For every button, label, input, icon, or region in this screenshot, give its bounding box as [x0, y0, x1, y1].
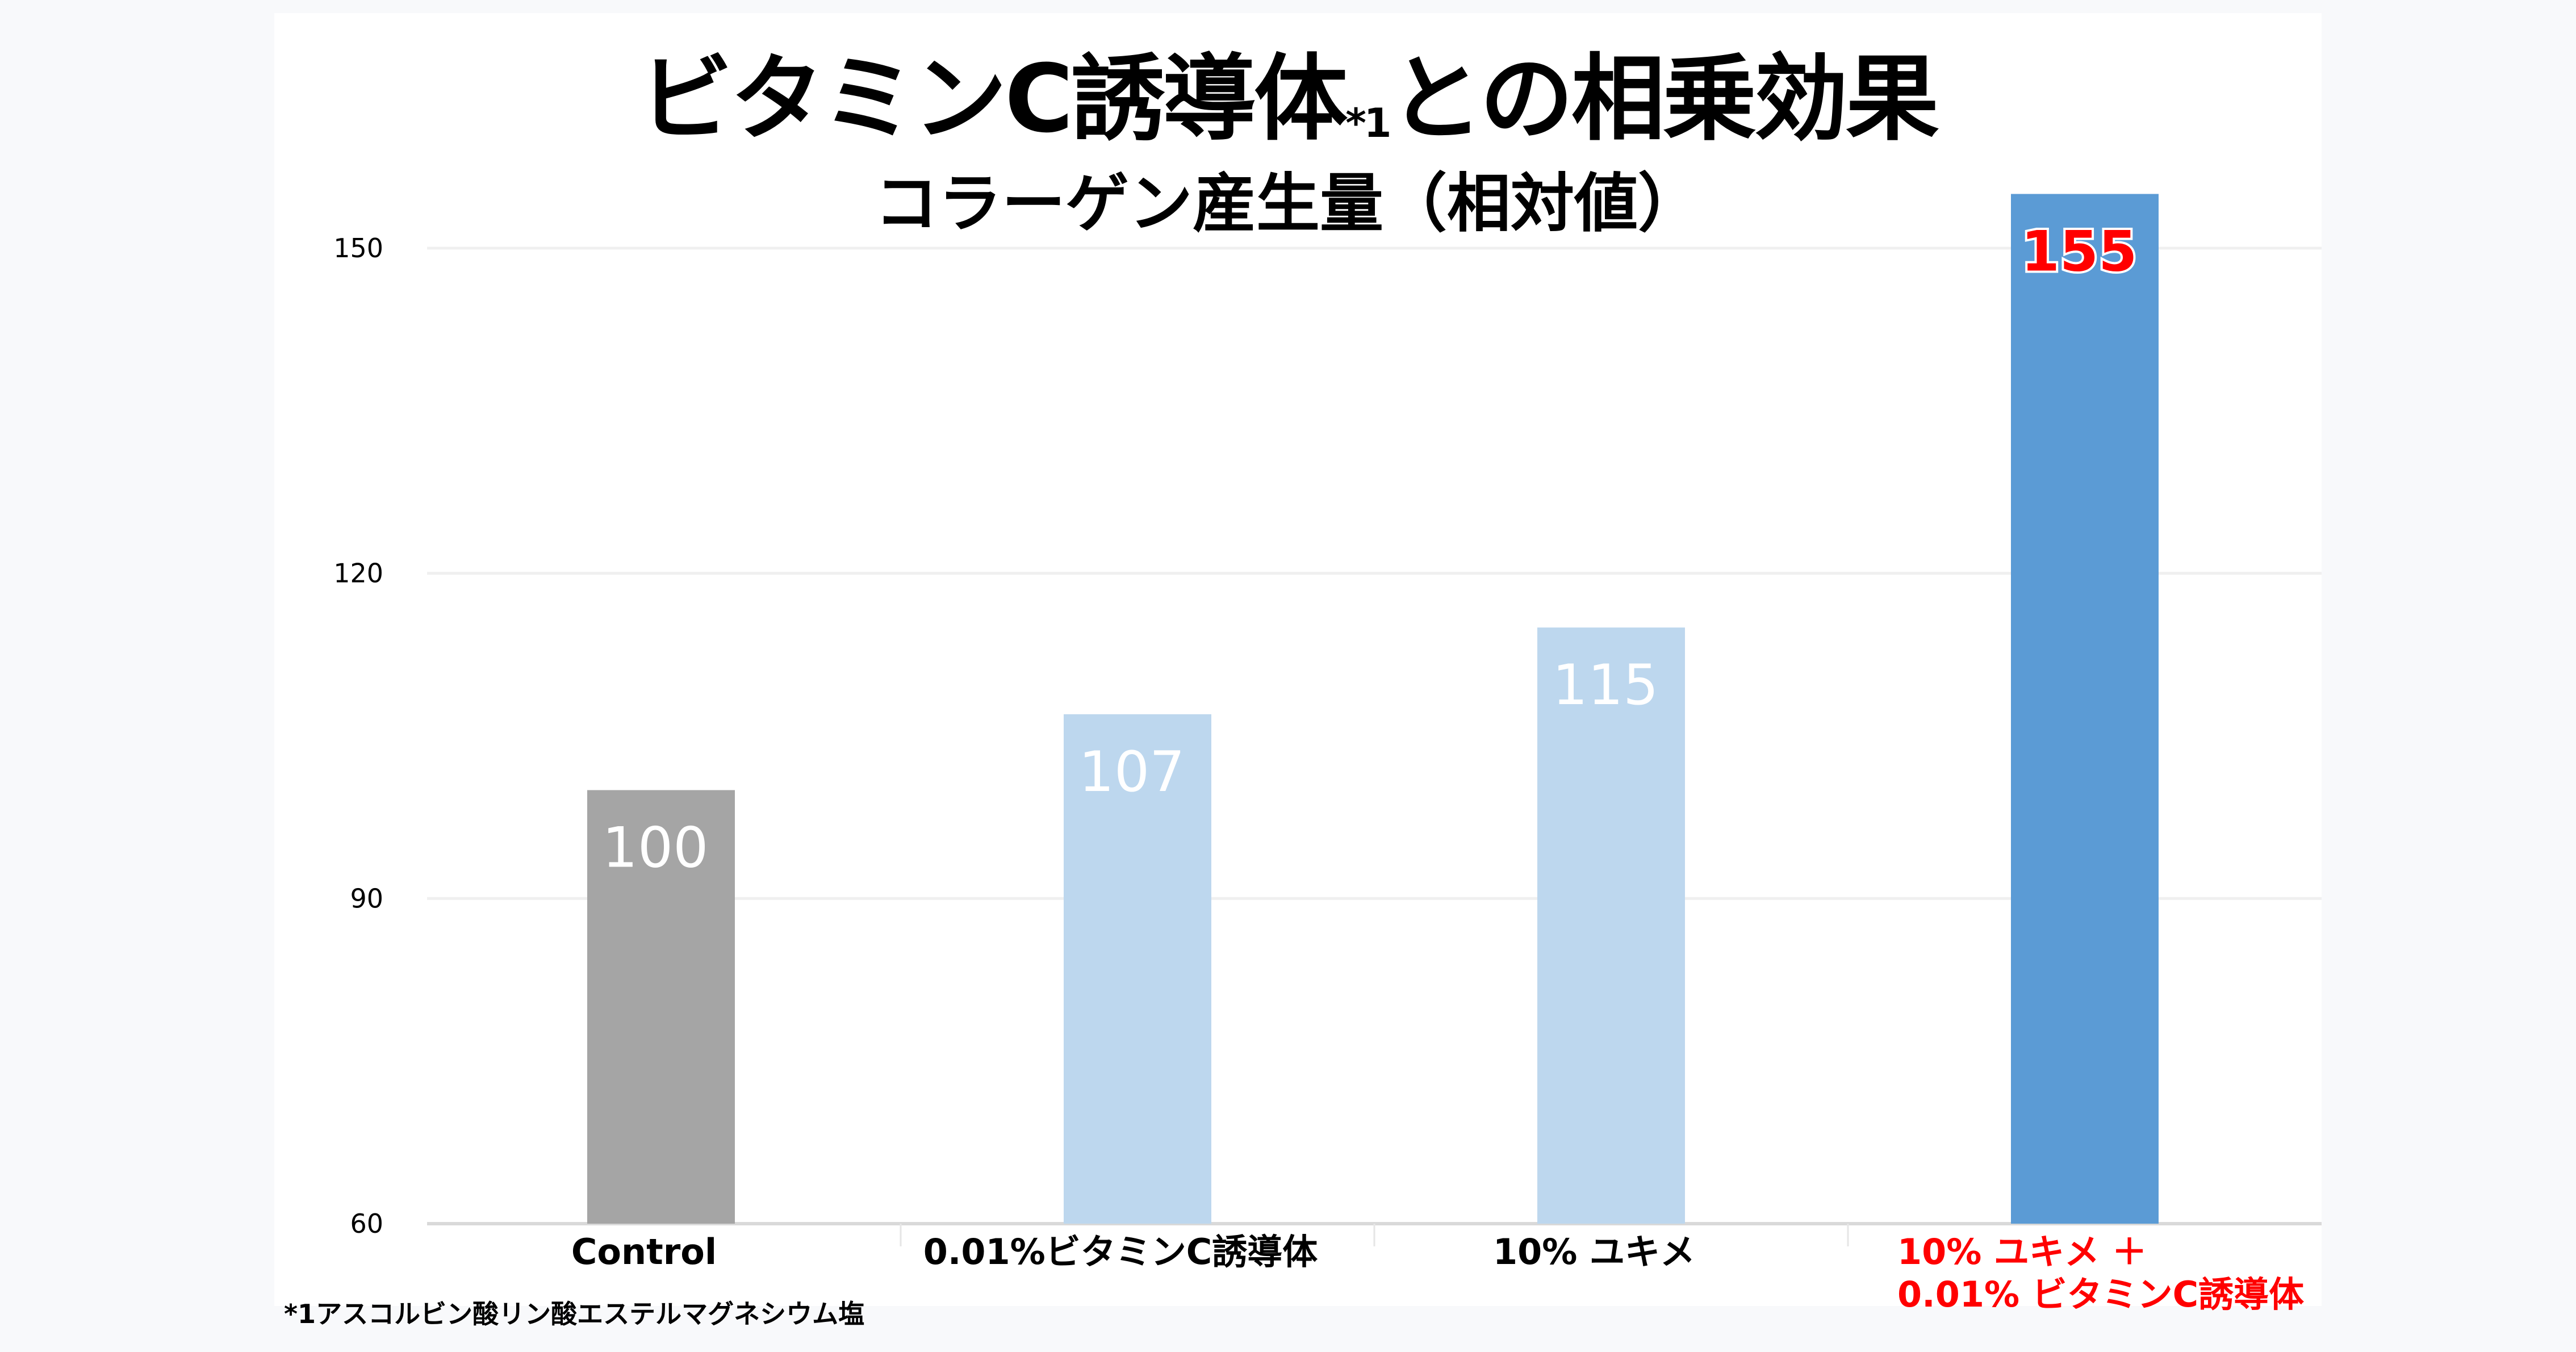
- x-tick-label: Control: [571, 1231, 717, 1273]
- footnote: *1アスコルビン酸リン酸エステルマグネシウム塩: [284, 1299, 865, 1329]
- bar-2: [1537, 627, 1685, 1224]
- title-main: ビタミンC誘導体: [639, 44, 1348, 153]
- title-footnote-marker: *1: [1345, 100, 1391, 146]
- y-tick-label: 150: [333, 233, 383, 263]
- y-tick-label: 90: [350, 883, 383, 914]
- bar-3: [2011, 194, 2159, 1224]
- bar-1: [1064, 714, 1211, 1224]
- data-label: 100: [602, 815, 708, 880]
- bar-0: [587, 790, 735, 1224]
- data-label: 107: [1078, 740, 1185, 805]
- x-tick-label: 0.01% ビタミンC誘導体: [1897, 1274, 2304, 1315]
- y-tick-label: 60: [350, 1208, 383, 1239]
- x-tick-label: 10% ユキメ: [1493, 1231, 1695, 1273]
- title-suffix: との相乗効果: [1389, 44, 1939, 153]
- y-tick-label: 120: [333, 558, 383, 589]
- x-tick-label: 10% ユキメ ＋: [1897, 1231, 2147, 1273]
- data-label: 115: [1552, 653, 1658, 718]
- data-label: 155: [2021, 220, 2138, 284]
- chart-title: ビタミンC誘導体*1との相乗効果: [0, 23, 2576, 158]
- chart-subtitle: コラーゲン産生量（相対値）: [875, 167, 1701, 241]
- x-tick-label: 0.01%ビタミンC誘導体: [923, 1231, 1318, 1273]
